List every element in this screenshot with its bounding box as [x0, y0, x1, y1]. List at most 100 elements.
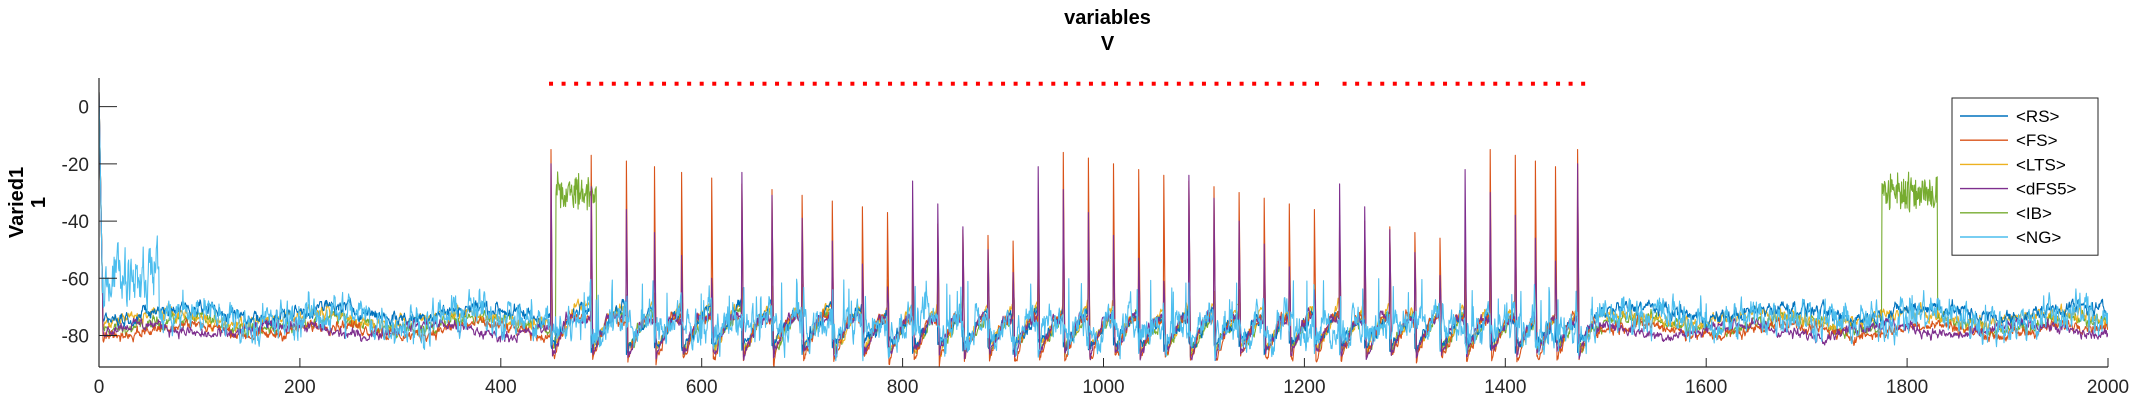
chart-title: variables V — [1064, 7, 1151, 55]
x-tick-label: 1200 — [1283, 377, 1325, 398]
x-tick-label: 1800 — [1886, 377, 1928, 398]
x-tick-label: 600 — [686, 377, 718, 398]
y-tick-label: -60 — [62, 269, 89, 290]
stimulus-dot — [850, 81, 855, 86]
stimulus-dot — [712, 81, 717, 86]
stimulus-dot — [1443, 81, 1448, 86]
stimulus-dot — [1417, 81, 1422, 86]
stimulus-dot — [1051, 81, 1056, 86]
x-tick-label: 2000 — [2087, 377, 2129, 398]
legend-label: <FS> — [2016, 131, 2058, 150]
stimulus-dot — [862, 81, 867, 86]
stimulus-dot — [1289, 81, 1294, 86]
stimulus-dot — [1543, 81, 1548, 86]
y-tick-label: -80 — [62, 327, 89, 348]
stimulus-dot — [1214, 81, 1219, 86]
stimulus-dot — [1239, 81, 1244, 86]
stimulus-dot — [1581, 81, 1586, 86]
stimulus-dot — [1076, 81, 1081, 86]
stimulus-marker — [549, 81, 1586, 86]
legend-label: <NG> — [2016, 228, 2061, 247]
y-tick-label: -40 — [62, 212, 89, 233]
stimulus-dot — [1151, 81, 1156, 86]
stimulus-dot — [837, 81, 842, 86]
legend-box — [1951, 97, 2099, 256]
stimulus-dot — [1455, 81, 1460, 86]
stimulus-dot — [938, 81, 943, 86]
stimulus-dot — [611, 81, 616, 86]
stimulus-dot — [787, 81, 792, 86]
stimulus-dot — [1252, 81, 1257, 86]
x-axis-ticks: 0 200 400 600 800 1000 1200 1400 1600 1800 2000 — [94, 358, 2129, 398]
stimulus-dot — [599, 81, 604, 86]
stimulus-dot — [586, 81, 591, 86]
legend-label: <dFS5> — [2016, 180, 2077, 199]
legend: <RS> <FS> <LTS> <dFS5> <IB> <NG> — [1951, 97, 2099, 256]
chart-title-line: variables — [1064, 7, 1151, 29]
y-tick-label: -20 — [62, 155, 89, 176]
stimulus-dot — [1013, 81, 1018, 86]
stimulus-dot — [574, 81, 579, 86]
stimulus-dot — [1201, 81, 1206, 86]
stimulus-dot — [762, 81, 767, 86]
stimulus-dot — [1518, 81, 1523, 86]
stimulus-dot — [1277, 81, 1282, 86]
stimulus-dot — [913, 81, 918, 86]
stimulus-dot — [1164, 81, 1169, 86]
stimulus-dot — [1314, 81, 1319, 86]
stimulus-dot — [1227, 81, 1232, 86]
stimulus-dot — [662, 81, 667, 86]
stimulus-dot — [699, 81, 704, 86]
stimulus-dot — [737, 81, 742, 86]
legend-label: <LTS> — [2016, 155, 2066, 174]
stimulus-dot — [1380, 81, 1385, 86]
stimulus-dot — [549, 81, 554, 86]
stimulus-dot — [1001, 81, 1006, 86]
stimulus-dot — [1505, 81, 1510, 86]
stimulus-dot — [1088, 81, 1093, 86]
stimulus-dot — [1568, 81, 1573, 86]
stimulus-dot — [1101, 81, 1106, 86]
x-tick-label: 400 — [485, 377, 517, 398]
stimulus-dot — [800, 81, 805, 86]
plot-area — [99, 81, 2108, 367]
stimulus-dot — [1468, 81, 1473, 86]
stimulus-dot — [687, 81, 692, 86]
stimulus-dot — [561, 81, 566, 86]
stimulus-dot — [674, 81, 679, 86]
stimulus-dot — [1176, 81, 1181, 86]
stimulus-dot — [636, 81, 641, 86]
stimulus-dot — [1189, 81, 1194, 86]
stimulus-dot — [950, 81, 955, 86]
stimulus-dot — [1264, 81, 1269, 86]
stimulus-dot — [1302, 81, 1307, 86]
stimulus-dot — [963, 81, 968, 86]
series-group — [99, 92, 2108, 367]
stimulus-dot — [1026, 81, 1031, 86]
stimulus-dot — [900, 81, 905, 86]
stimulus-dot — [1355, 81, 1360, 86]
series-ng-line — [99, 92, 2108, 362]
x-tick-label: 1400 — [1484, 377, 1526, 398]
y-tick-label: 0 — [78, 98, 89, 119]
stimulus-dot — [1556, 81, 1561, 86]
legend-label: <IB> — [2016, 204, 2052, 223]
stimulus-dot — [1405, 81, 1410, 86]
stimulus-dot — [988, 81, 993, 86]
stimulus-dot — [1493, 81, 1498, 86]
stimulus-dot — [1480, 81, 1485, 86]
stimulus-dot — [825, 81, 830, 86]
stimulus-dot — [775, 81, 780, 86]
legend-label: <RS> — [2016, 107, 2060, 126]
stimulus-dot — [975, 81, 980, 86]
stimulus-dot — [1392, 81, 1397, 86]
stimulus-dot — [812, 81, 817, 86]
x-tick-label: 1000 — [1082, 377, 1124, 398]
y-axis-label-line: Varied1 — [6, 167, 28, 238]
chart-title-line: V — [1101, 33, 1115, 55]
y-axis-label-line: 1 — [28, 197, 50, 208]
stimulus-dot — [1063, 81, 1068, 86]
stimulus-dot — [1038, 81, 1043, 86]
stimulus-dot — [749, 81, 754, 86]
stimulus-dot — [925, 81, 930, 86]
